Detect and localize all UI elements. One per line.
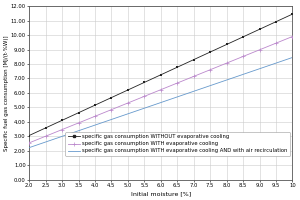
Point: [93, 104, 98, 107]
Point: [76, 111, 81, 114]
Point: [158, 73, 163, 76]
Point: [175, 66, 180, 69]
Point: [142, 81, 147, 84]
Legend: specific gas consumption WITHOUT evaporative cooling, specific gas consumption W: specific gas consumption WITHOUT evapora…: [65, 132, 290, 156]
Point: [257, 28, 262, 31]
X-axis label: Initial moisture [%]: Initial moisture [%]: [131, 191, 191, 196]
Point: [208, 50, 213, 54]
Point: [109, 96, 114, 99]
Point: [290, 13, 295, 16]
Point: [125, 88, 130, 92]
Point: [191, 58, 196, 61]
Point: [43, 126, 48, 130]
Point: [241, 35, 245, 38]
Y-axis label: Specific fuel gas consumption [MJ/(t·%W)]: Specific fuel gas consumption [MJ/(t·%W)…: [4, 35, 9, 151]
Point: [274, 20, 278, 23]
Point: [224, 43, 229, 46]
Point: [27, 134, 32, 137]
Point: [60, 119, 64, 122]
